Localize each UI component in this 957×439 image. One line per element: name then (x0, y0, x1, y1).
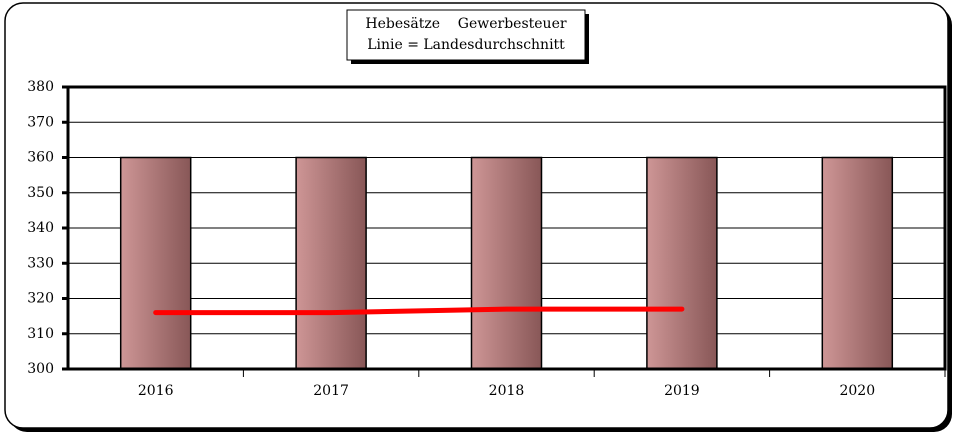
title-box (346, 9, 586, 61)
y-tick-label: 340 (27, 220, 54, 236)
x-tick-label: 2019 (664, 383, 700, 399)
y-tick-label: 310 (27, 326, 54, 342)
plot-border (66, 85, 947, 371)
y-tick-label: 350 (27, 185, 54, 201)
bar (470, 156, 543, 370)
y-tick-label: 360 (27, 150, 54, 166)
y-tick-label: 330 (27, 255, 54, 271)
x-tick-label: 2020 (839, 383, 875, 399)
chart-title: Hebesätze Gewerbesteuer (365, 16, 566, 32)
average-line (153, 306, 685, 316)
bar (295, 156, 367, 370)
bar (821, 156, 894, 370)
bar (119, 156, 192, 370)
x-tick-label: 2016 (138, 383, 174, 399)
x-tick-label: 2018 (489, 383, 525, 399)
y-tick-label: 320 (27, 291, 54, 307)
y-tick-label: 300 (27, 361, 54, 377)
y-tick-label: 370 (27, 114, 54, 130)
bar (646, 156, 718, 370)
y-tick-label: 380 (27, 79, 54, 95)
chart-subtitle: Linie = Landesdurchschnitt (367, 37, 565, 53)
x-tick-label: 2017 (313, 383, 349, 399)
